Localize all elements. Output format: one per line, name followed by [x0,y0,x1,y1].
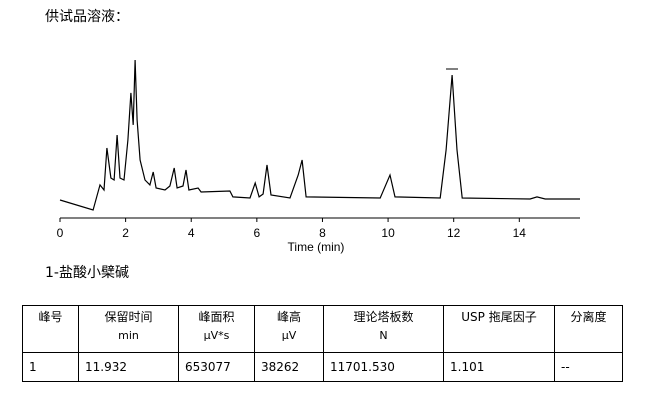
column-name: 峰面积 [198,310,235,324]
header-cell: USP 拖尾因子 [443,305,555,353]
column-unit: min [118,329,139,342]
header-cell: 分离度 [554,305,623,353]
x-tick-label: 4 [188,226,195,240]
result-table: 峰号 保留时间 min 峰面积 µV*s 峰高 µV 理论塔板数 N USP 拖尾因子 分离度 1 11… [22,305,623,382]
trace [59,59,580,211]
data-cell: 1.101 [443,352,555,382]
data-row: 1 11.932 653077 38262 11701.530 1.101 -- [22,352,623,382]
x-tick-label: 2 [122,226,129,240]
chromatogram: Time (min) 0 2 4 6 8 10 12 14 [57,59,580,254]
column-unit: µV [281,329,297,342]
x-tick-label: 12 [447,226,461,240]
data-cell: 11.932 [78,352,179,382]
column-name: 峰高 [276,310,301,324]
data-cell: -- [554,352,623,382]
x-tick-label: 6 [254,226,261,240]
header-cell: 峰面积 µV*s [178,305,255,353]
header-row: 峰号 保留时间 min 峰面积 µV*s 峰高 µV 理论塔板数 N USP 拖尾因子 分离度 [22,305,623,353]
column-unit: µV*s [203,329,230,342]
column-name: USP 拖尾因子 [461,310,537,324]
column-unit: N [379,329,388,342]
header-cell: 峰号 [22,305,79,353]
column-name: 理论塔板数 [353,310,414,324]
data-cell: 11701.530 [323,352,444,382]
x-tick-label: 10 [381,226,395,240]
x-tick-label: 0 [57,226,64,240]
header-cell: 保留时间 min [78,305,179,353]
column-name: 保留时间 [104,310,153,324]
data-cell: 1 [22,352,79,382]
x-tick-label: 8 [319,226,326,240]
header-cell: 峰高 µV [254,305,324,353]
title: 供试品溶液： [45,9,129,25]
column-name: 分离度 [570,310,607,324]
x-axis-label: Time (min) [288,240,345,254]
data-cell: 653077 [178,352,255,382]
header-cell: 理论塔板数 N [323,305,444,353]
section-heading: 1-盐酸小檗碱 [45,265,129,281]
column-name: 峰号 [38,310,63,324]
data-cell: 38262 [254,352,324,382]
x-tick-label: 14 [513,226,527,240]
